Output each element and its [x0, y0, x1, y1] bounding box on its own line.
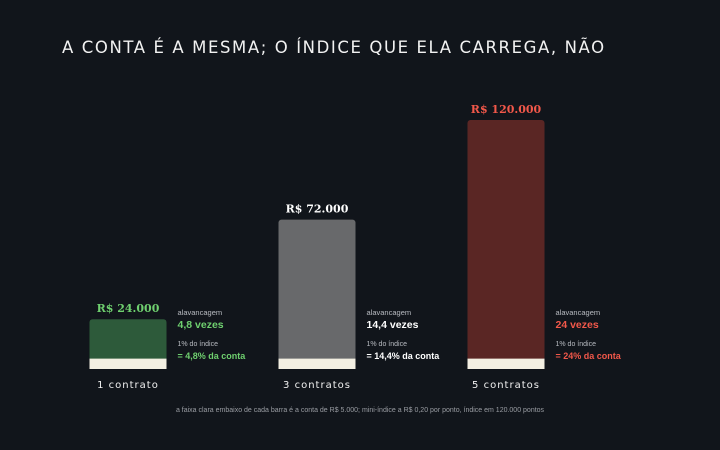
category-label: 3 contratos — [283, 380, 351, 391]
footnote: a faixa clara embaixo de cada barra é a … — [175, 407, 545, 414]
leverage-label: alavancagem — [367, 308, 412, 317]
index-value: = 14,4% da conta — [367, 351, 441, 361]
bar — [278, 219, 356, 369]
leverage-value: 24 vezes — [556, 319, 599, 331]
bar — [467, 120, 545, 369]
value-label: R$ 120.000 — [471, 103, 542, 116]
index-label: 1% do índice — [367, 341, 408, 348]
value-label: R$ 24.000 — [97, 302, 160, 315]
index-label: 1% do índice — [556, 341, 597, 348]
base-account-band — [278, 358, 356, 369]
index-value: = 24% da conta — [556, 351, 622, 361]
bar — [89, 319, 167, 369]
base-account-band — [467, 358, 545, 369]
leverage-label: alavancagem — [556, 308, 601, 317]
value-label: R$ 72.000 — [286, 203, 349, 216]
leverage-label: alavancagem — [178, 308, 223, 317]
base-account-band — [89, 358, 167, 369]
index-value: = 4,8% da conta — [178, 351, 247, 361]
leverage-value: 4,8 vezes — [178, 319, 224, 331]
category-label: 5 contratos — [472, 380, 540, 391]
index-label: 1% do índice — [178, 341, 219, 348]
leverage-value: 14,4 vezes — [367, 319, 419, 331]
category-label: 1 contrato — [97, 380, 159, 391]
chart-title: A CONTA É A MESMA; O ÍNDICE QUE ELA CARR… — [62, 38, 606, 57]
